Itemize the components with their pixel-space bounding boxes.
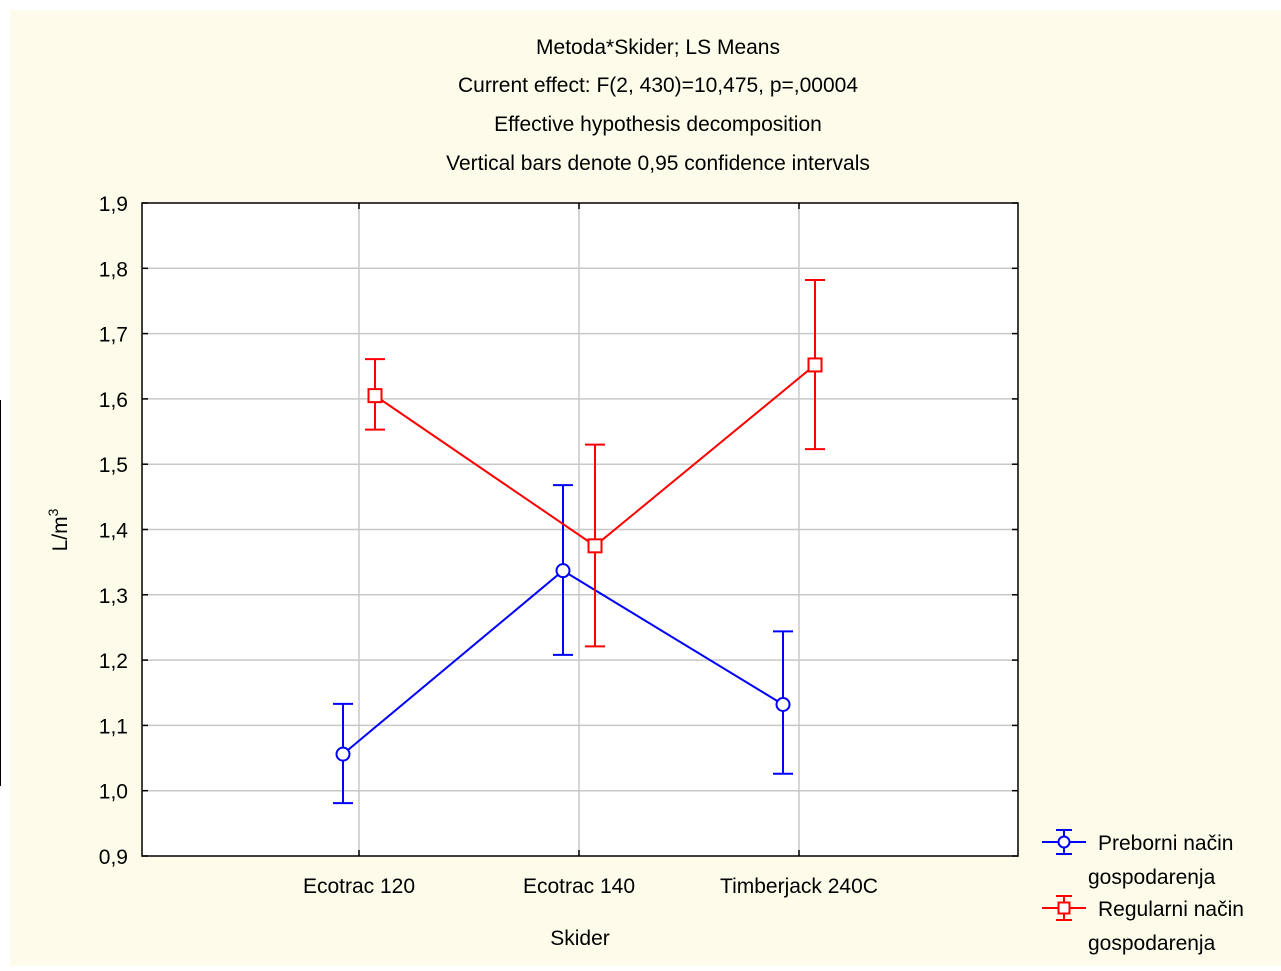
data-point: [775, 697, 791, 713]
y-tick-label: 1,8: [99, 258, 128, 281]
series-preborni: [333, 484, 793, 805]
chart-title-line-3: Effective hypothesis decomposition: [494, 113, 822, 136]
x-axis-ticks: Ecotrac 120 Ecotrac 140 Timberjack 240C: [303, 203, 878, 898]
legend-label-line-2: gospodarenja: [1088, 866, 1216, 889]
data-point: [555, 563, 571, 579]
left-edge-artifact: [0, 400, 1, 786]
legend-item-preborni: Preborni način gospodarenja: [1042, 829, 1233, 889]
legend-item-regularni: Regularni način gospodarenja: [1042, 895, 1244, 955]
data-point: [367, 388, 383, 404]
data-point: [807, 357, 823, 373]
y-tick-label: 1,7: [99, 324, 128, 347]
y-tick-label: 1,2: [99, 650, 128, 673]
chart-title-line-1: Metoda*Skider; LS Means: [536, 36, 780, 59]
y-tick-label: 1,5: [99, 454, 128, 477]
y-axis-label-superscript: 3: [45, 508, 61, 516]
y-tick-label: 1,9: [99, 193, 128, 216]
series-regularni: [365, 279, 825, 648]
y-axis-label: L/m3: [45, 508, 72, 551]
x-axis-label: Skider: [550, 927, 610, 950]
y-tick-label: 1,1: [99, 715, 128, 738]
x-tick-label: Timberjack 240C: [720, 875, 878, 898]
y-axis-ticks: 0,9 1,0 1,1 1,2 1,3 1,4 1,5 1,6 1,7 1,8 1,9: [99, 193, 1018, 869]
legend-label-line-1: Preborni način: [1098, 832, 1233, 855]
legend-label-line-2: gospodarenja: [1088, 932, 1216, 955]
x-tick-label: Ecotrac 140: [523, 875, 635, 898]
y-axis-label-base: L/m: [49, 516, 72, 551]
legend-label-line-1: Regularni način: [1098, 898, 1244, 921]
legend-marker: [1057, 835, 1071, 849]
data-point: [335, 746, 351, 762]
grid-lines: [142, 203, 1018, 856]
y-tick-label: 1,0: [99, 781, 128, 804]
y-tick-label: 1,3: [99, 585, 128, 608]
data-point: [587, 538, 603, 554]
chart-title-line-2: Current effect: F(2, 430)=10,475, p=,000…: [458, 74, 858, 97]
y-tick-label: 1,4: [99, 520, 129, 543]
y-tick-label: 0,9: [99, 846, 128, 869]
x-tick-label: Ecotrac 120: [303, 875, 415, 898]
y-tick-label: 1,6: [99, 389, 128, 412]
legend-marker: [1057, 901, 1071, 915]
chart-title-line-4: Vertical bars denote 0,95 confidence int…: [446, 152, 870, 175]
series-layer: [333, 279, 825, 805]
chart-title-block: Metoda*Skider; LS Means Current effect: …: [446, 36, 870, 175]
